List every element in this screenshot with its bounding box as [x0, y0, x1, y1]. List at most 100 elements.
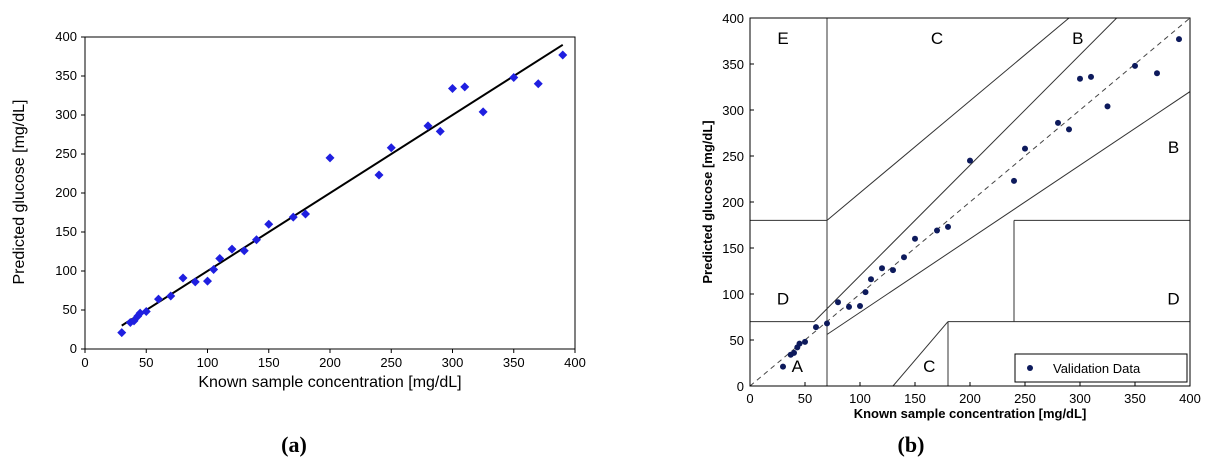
- panel-b-data-point: [835, 299, 841, 306]
- panel-a-data-point: [374, 170, 384, 180]
- panel-a-data-point: [264, 219, 274, 229]
- panel-b-data-point: [802, 338, 808, 345]
- panel-a-x-tick-label: 150: [258, 355, 280, 370]
- panel-a-label: (a): [281, 432, 307, 457]
- panel-a-y-tick-label: 0: [70, 341, 77, 356]
- panel-a-data-point: [460, 82, 470, 92]
- panel-a-y-tick-label: 50: [63, 302, 77, 317]
- panel-a-x-axis-title: Known sample concentration [mg/dL]: [198, 374, 461, 391]
- panel-a-y-tick-label: 350: [55, 68, 77, 83]
- panel-b-x-axis-title: Known sample concentration [mg/dL]: [854, 406, 1087, 421]
- panel-b-zone-label: C: [931, 29, 943, 48]
- panel-b-zone-label: E: [777, 29, 788, 48]
- panel-b-x-tick-label: 100: [849, 391, 871, 406]
- panel-b-data-point: [912, 235, 918, 242]
- panel-a-x-tick-label: 250: [380, 355, 402, 370]
- panel-b-data-point: [862, 289, 869, 296]
- panel-b-data-point: [1104, 103, 1111, 110]
- panel-b-data-point: [901, 254, 907, 261]
- panel-a-x-tick-label: 200: [319, 355, 341, 370]
- legend-label: Validation Data: [1053, 361, 1141, 376]
- panel-a-data-point: [154, 294, 163, 304]
- panel-b-data-point: [796, 340, 803, 347]
- panel-a-x-tick-label: 300: [442, 355, 464, 370]
- panel-b-y-tick-label: 200: [722, 195, 744, 210]
- panel-a-y-tick-label: 400: [55, 29, 77, 44]
- panel-a-data-point: [141, 307, 151, 317]
- panel-b-x-tick-label: 150: [904, 391, 926, 406]
- panel-a-data-point: [301, 209, 310, 219]
- panel-b-x-tick-label: 50: [798, 391, 812, 406]
- panel-b-data-point: [1055, 119, 1061, 126]
- panel-b-zone-boundaries: [750, 18, 1190, 386]
- panel-a-data-point: [190, 277, 200, 287]
- panel-b-y-axis-title: Predicted glucose [mg/dL]: [700, 120, 715, 283]
- panel-b-y-tick-label: 50: [730, 333, 744, 348]
- panel-b-x-tick-label: 350: [1124, 391, 1146, 406]
- panel-b-y-tick-label: 400: [722, 11, 744, 26]
- panel-b-data-point: [934, 227, 940, 234]
- panel-b-x-tick-label: 200: [959, 391, 981, 406]
- panel-b-data-point: [791, 349, 797, 356]
- panel-b-y-tick-label: 250: [722, 149, 744, 164]
- panel-b-data-point: [967, 157, 973, 164]
- panel-b-x-tick-label: 300: [1069, 391, 1091, 406]
- panel-a-data-point: [386, 143, 396, 153]
- panel-a-data-point: [203, 276, 212, 286]
- panel-a-data-point: [135, 308, 145, 318]
- panel-b-data-point: [1176, 36, 1182, 43]
- panel-b-zone-boundary: [892, 321, 949, 386]
- panel-b-identity-line: [750, 18, 1190, 386]
- panel-b-data-point: [846, 303, 852, 310]
- panel-b-zone-label: B: [1072, 29, 1083, 48]
- panel-b-data-point: [879, 265, 885, 272]
- panel-a-marks: [117, 43, 568, 338]
- panel-b-zone-label: D: [1167, 290, 1179, 309]
- panel-b-zone-label: A: [792, 357, 804, 376]
- panel-b-data-point: [890, 267, 896, 274]
- panel-b-y-tick-label: 0: [737, 379, 744, 394]
- panel-a-y-tick-label: 250: [55, 146, 77, 161]
- panel-b-x-tick-label: 400: [1179, 391, 1201, 406]
- panel-a-data-point: [288, 212, 298, 222]
- panel-b-data-point: [1154, 70, 1160, 77]
- panel-b-zone-label: C: [923, 357, 935, 376]
- panel-a-data-point: [117, 328, 127, 338]
- panel-b-data-point: [1088, 73, 1094, 80]
- panel-a-data-point: [227, 244, 237, 254]
- panel-a-data-point: [448, 83, 457, 93]
- panel-a-data-point: [478, 107, 488, 117]
- panel-b-marks: [780, 36, 1182, 370]
- panel-a-axes: 0 50 100 150 200 250 300 350 400 0 50 100 150 200 250 3…: [55, 29, 586, 370]
- panel-b-x-tick-label: 0: [746, 391, 753, 406]
- panel-b-data-point: [1077, 75, 1083, 82]
- panel-a-data-point: [509, 73, 519, 83]
- panel-b-data-point: [813, 324, 819, 331]
- panel-a-data-point: [423, 121, 433, 131]
- panel-b-data-point: [1132, 62, 1138, 69]
- panel-a-data-point: [558, 50, 568, 60]
- panel-b-data-point: [1066, 126, 1072, 133]
- panel-a-fit-line: [121, 43, 564, 327]
- panel-b-data-point: [1022, 145, 1028, 152]
- panel-b-data-point: [868, 276, 874, 283]
- panel-b-legend: Validation Data: [1014, 353, 1188, 383]
- panel-b-data-point: [1011, 177, 1017, 184]
- panel-b-x-tick-label: 250: [1014, 391, 1036, 406]
- panel-a-x-tick-label: 50: [139, 355, 153, 370]
- panel-a-x-tick-label: 400: [564, 355, 586, 370]
- panel-b-zone-label: B: [1168, 138, 1179, 157]
- panel-a-data-point: [325, 153, 335, 163]
- panel-a-data-point: [239, 246, 249, 256]
- panel-a-data-point: [252, 235, 261, 245]
- panel-b-axes: 0 50 100 150 200 250 300 350 400 0 50 100 150 200 250 3…: [722, 11, 1201, 406]
- panel-a-data-point: [435, 126, 445, 136]
- panel-b-data-point: [945, 223, 951, 230]
- panel-b-zone-boundary: [826, 91, 1190, 335]
- panel-b-zone-label: D: [777, 290, 789, 309]
- panel-a-data-point: [533, 79, 543, 89]
- panel-a-data-point: [209, 264, 219, 274]
- panel-b-label: (b): [898, 432, 925, 457]
- panel-b-y-tick-label: 350: [722, 57, 744, 72]
- panel-a-x-tick-label: 100: [197, 355, 219, 370]
